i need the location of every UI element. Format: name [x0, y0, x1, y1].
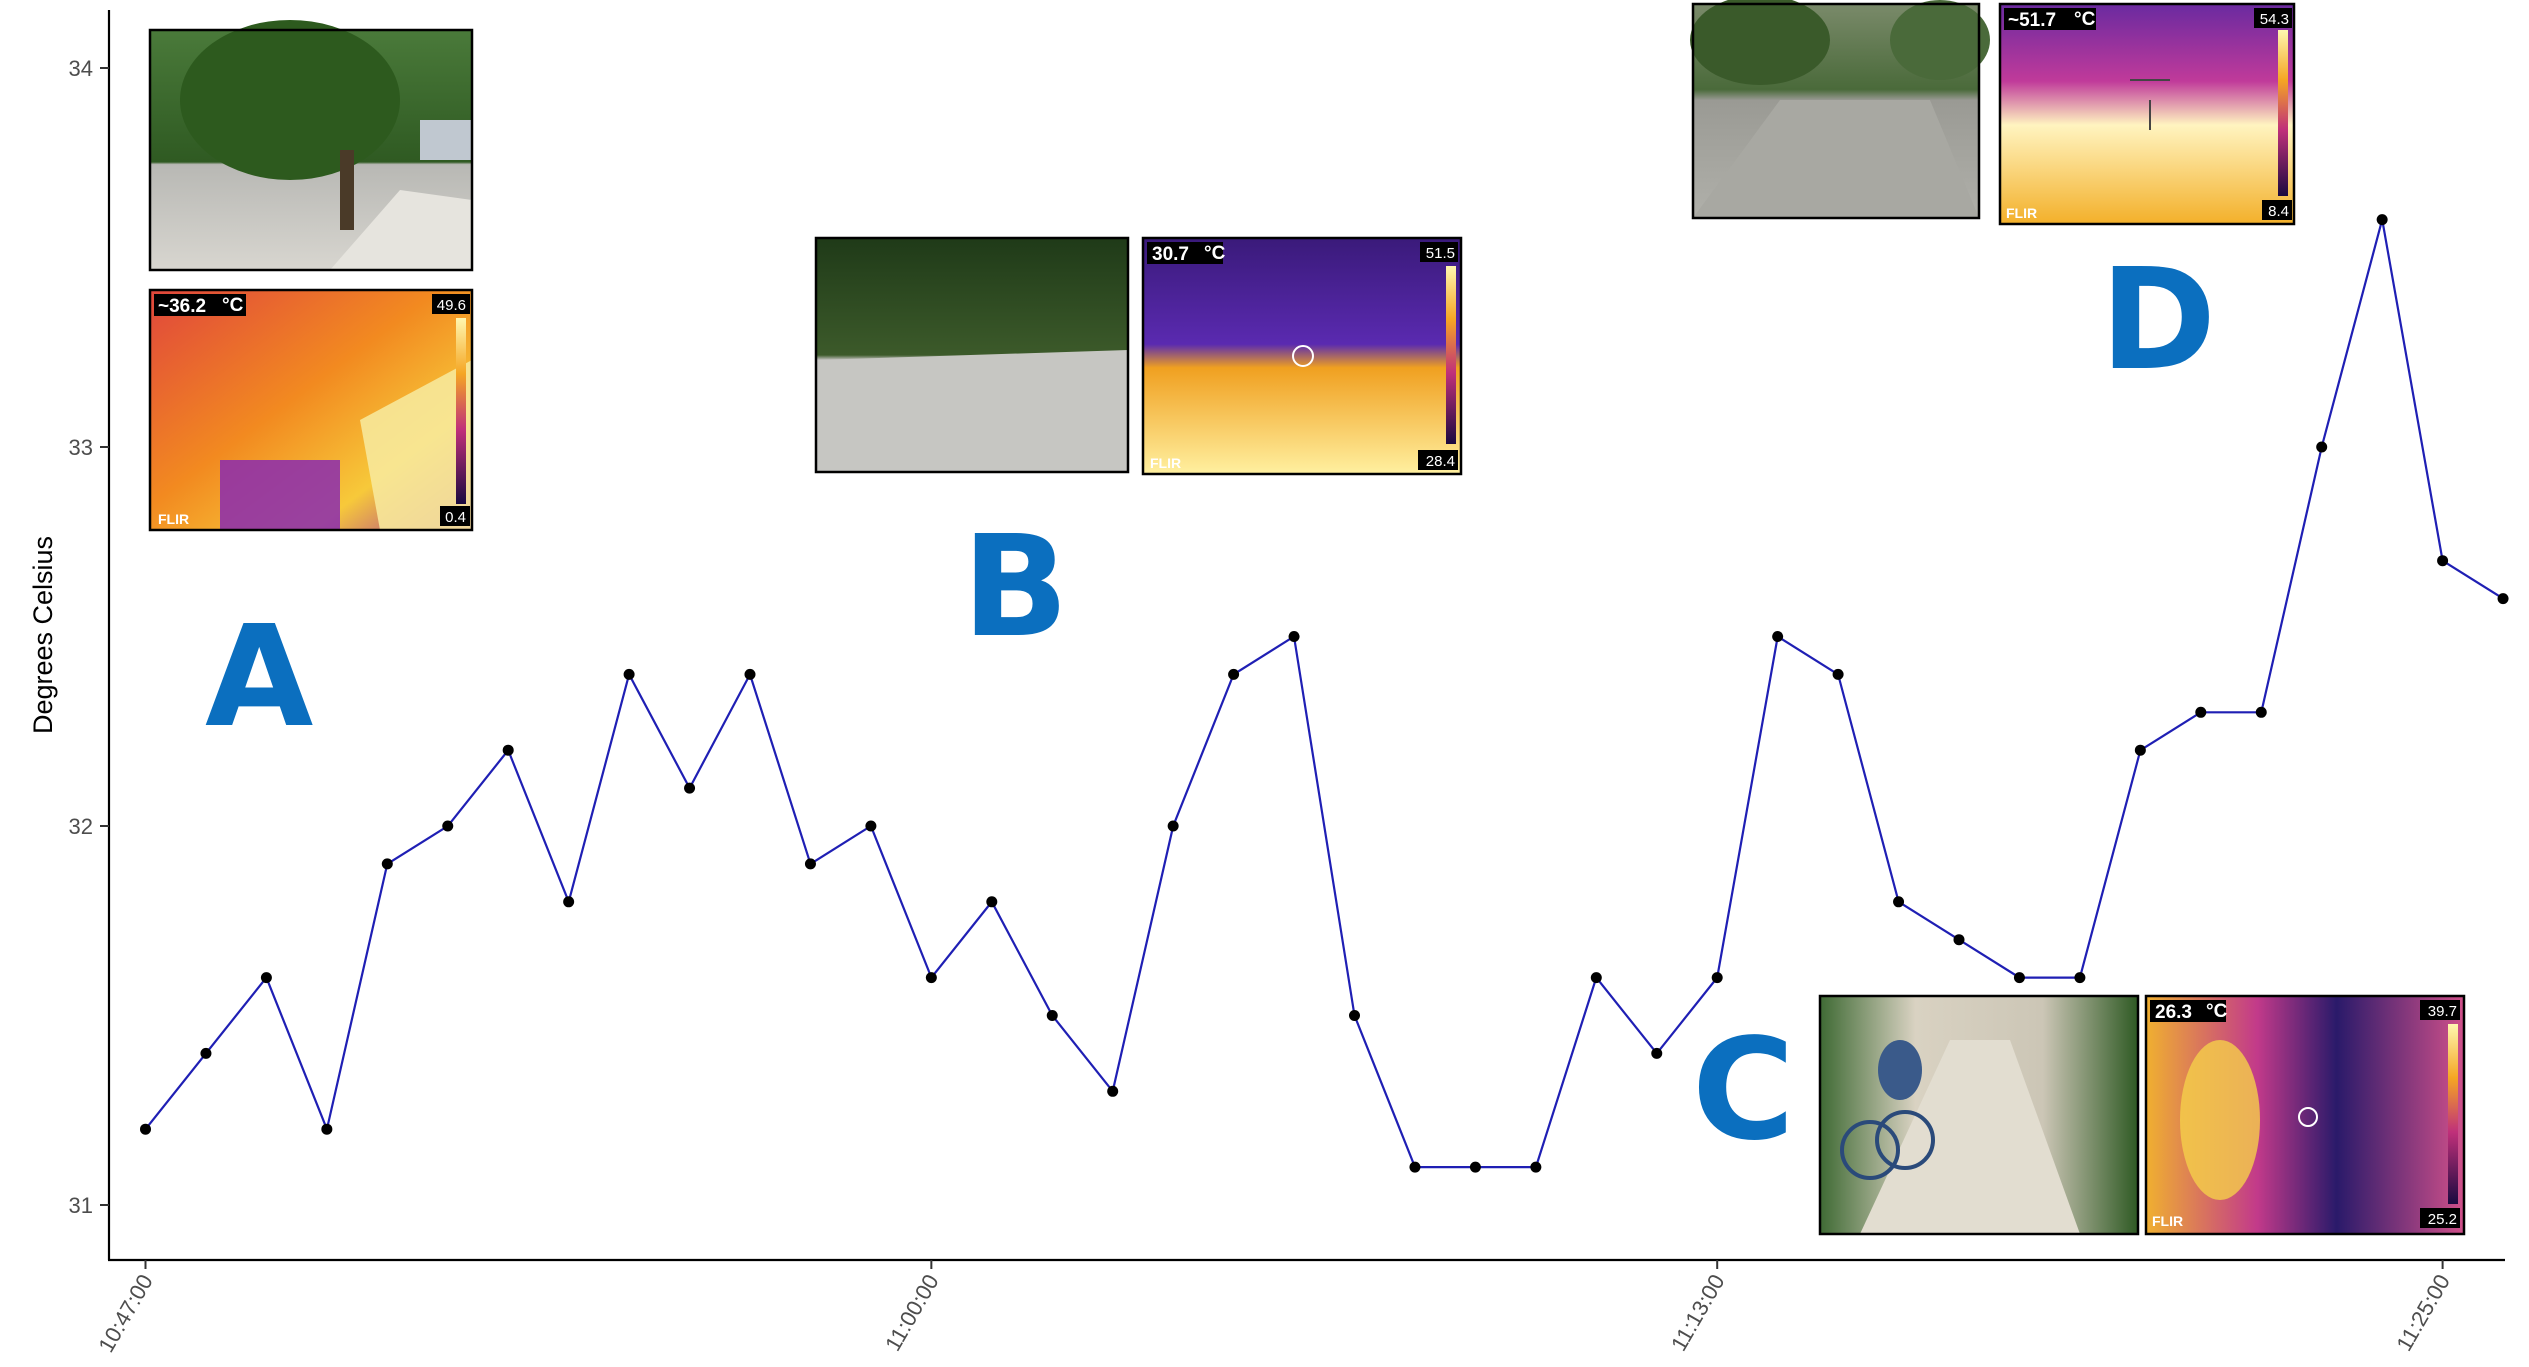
- data-point: [744, 668, 756, 680]
- site-a-temp-unit: °C: [222, 295, 244, 316]
- site-c-scale-max: 39.7: [2428, 1003, 2457, 1020]
- site-c-flir-logo: FLIR: [2152, 1213, 2183, 1229]
- site-b-scale-min: 28.4: [1426, 453, 1455, 470]
- site-d-colorbar: [2278, 30, 2288, 196]
- site-d-scale-min: 8.4: [2268, 203, 2289, 220]
- y-axis-ticks: 31 32 33 34: [69, 56, 109, 1218]
- data-point: [2316, 441, 2328, 453]
- x-tick-label: 10:47:00: [93, 1270, 157, 1357]
- data-point: [502, 744, 514, 756]
- x-tick-label: 11:25:00: [2391, 1270, 2455, 1355]
- data-point: [865, 820, 877, 832]
- data-point: [1590, 972, 1602, 984]
- data-point: [804, 858, 816, 870]
- site-c-temp-readout: 26.3: [2155, 1002, 2192, 1023]
- data-point: [1772, 631, 1784, 642]
- data-point: [260, 972, 272, 984]
- site-d-temp-readout: ~51.7: [2008, 10, 2056, 31]
- data-point: [2497, 593, 2509, 605]
- data-point: [1832, 668, 1844, 680]
- y-tick-label: 32: [69, 814, 93, 839]
- series-line: [144, 219, 2504, 1169]
- data-point: [1046, 1010, 1058, 1021]
- site-b-flir-logo: FLIR: [1150, 455, 1181, 471]
- data-point: [2195, 706, 2207, 718]
- data-point: [2255, 706, 2267, 718]
- site-d-thermal-image: ~51.7 °C 54.3 8.4 FLIR: [1998, 2, 2296, 226]
- data-point: [1228, 668, 1240, 680]
- site-c-images: 26.3 °C 39.7 25.2 FLIR: [1818, 994, 2466, 1236]
- site-d-images: ~51.7 °C 54.3 8.4 FLIR: [1690, 0, 2296, 226]
- data-point: [1349, 1010, 1360, 1021]
- site-a-thermal-image: ~36.2 °C 49.6 0.4 FLIR: [148, 288, 474, 532]
- data-point: [623, 668, 635, 680]
- y-tick-label: 33: [69, 435, 93, 460]
- site-d-photo: [1690, 0, 1990, 220]
- data-point: [2134, 744, 2146, 756]
- data-point: [442, 820, 454, 832]
- data-point: [1530, 1161, 1542, 1173]
- data-point: [563, 896, 575, 908]
- data-point: [925, 972, 937, 984]
- site-b-photo: [814, 236, 1130, 474]
- site-c-temp-unit: °C: [2206, 1001, 2228, 1022]
- y-tick-label: 34: [69, 56, 93, 81]
- site-c-scale-min: 25.2: [2428, 1211, 2457, 1228]
- data-point: [2437, 555, 2449, 567]
- site-b-scale-max: 51.5: [1426, 245, 1455, 262]
- site-a-label: A: [205, 596, 313, 759]
- site-b-label: B: [962, 506, 1069, 669]
- site-b-temp-unit: °C: [1204, 243, 1226, 264]
- data-point: [1711, 972, 1723, 984]
- data-point: [684, 782, 696, 794]
- data-point: [2074, 972, 2086, 984]
- data-point: [2376, 214, 2388, 226]
- data-point: [1409, 1161, 1421, 1173]
- site-b-images: 30.7 °C 51.5 28.4 FLIR: [814, 236, 1463, 476]
- site-a-scale-max: 49.6: [437, 297, 466, 314]
- site-c-colorbar: [2448, 1024, 2458, 1204]
- site-d-flir-logo: FLIR: [2006, 205, 2037, 221]
- data-point: [1167, 820, 1179, 832]
- data-point: [2013, 972, 2025, 984]
- site-c-photo: [1818, 994, 2140, 1236]
- site-a-colorbar: [456, 318, 466, 504]
- data-point: [381, 858, 393, 870]
- x-tick-label: 11:00:00: [880, 1270, 944, 1355]
- site-b-thermal-image: 30.7 °C 51.5 28.4 FLIR: [1141, 236, 1463, 476]
- x-tick-label: 11:13:00: [1666, 1270, 1730, 1355]
- site-b-colorbar: [1446, 266, 1456, 444]
- data-points: [140, 214, 2509, 1173]
- data-point: [1893, 896, 1905, 908]
- site-a-temp-readout: ~36.2: [158, 296, 206, 317]
- data-point: [1953, 934, 1965, 946]
- data-point: [1469, 1161, 1481, 1173]
- data-point: [200, 1047, 212, 1059]
- site-b-temp-readout: 30.7: [1152, 244, 1189, 265]
- site-a-photo: [148, 20, 474, 272]
- y-tick-label: 31: [69, 1193, 93, 1218]
- data-point: [1651, 1047, 1663, 1059]
- site-a-images: ~36.2 °C 49.6 0.4 FLIR: [148, 20, 474, 532]
- site-d-temp-unit: °C: [2074, 9, 2096, 30]
- site-a-scale-min: 0.4: [445, 509, 466, 526]
- site-a-flir-logo: FLIR: [158, 511, 189, 527]
- data-point: [986, 896, 998, 908]
- data-point: [140, 1123, 151, 1135]
- x-axis-ticks: 10:47:00 11:00:00 11:13:00 11:25:00: [93, 1260, 2455, 1357]
- data-point: [1107, 1085, 1119, 1097]
- data-point: [1288, 631, 1300, 642]
- site-d-label: D: [2100, 239, 2216, 402]
- data-point: [321, 1123, 333, 1135]
- site-c-label: C: [1692, 1009, 1795, 1172]
- site-d-scale-max: 54.3: [2260, 11, 2289, 28]
- y-axis-title: Degrees Celsius: [28, 536, 58, 734]
- site-c-thermal-image: 26.3 °C 39.7 25.2 FLIR: [2144, 994, 2466, 1236]
